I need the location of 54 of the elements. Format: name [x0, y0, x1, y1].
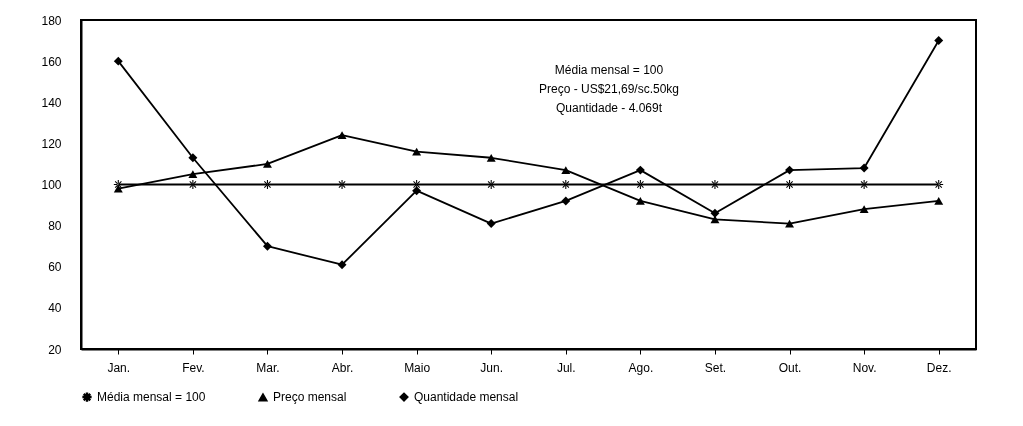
y-tick-label: 100 — [41, 178, 62, 192]
point — [337, 131, 347, 140]
annotation: Quantidade - 4.069t — [555, 101, 663, 115]
y-tick-label: 180 — [41, 13, 62, 28]
point — [337, 180, 347, 189]
point — [486, 153, 496, 162]
x-tick-label: Maio — [404, 360, 431, 375]
point — [561, 196, 571, 206]
x-tick-label: Jan. — [107, 360, 131, 375]
annotation: Preço - US$21,69/sc.50kg — [538, 82, 680, 96]
point — [635, 197, 645, 205]
point — [561, 180, 571, 189]
point — [113, 56, 123, 66]
point — [188, 180, 198, 189]
x-tick-label: Mar. — [256, 360, 280, 375]
legend-label: Preço mensal — [273, 390, 347, 405]
annotation: Média mensal = 100 — [554, 63, 664, 77]
point — [710, 208, 720, 218]
point — [785, 165, 795, 175]
x-tick-label: Jun. — [480, 360, 504, 375]
y-tick-label: 20 — [48, 342, 62, 357]
y-tick-label: 120 — [41, 136, 62, 151]
x-tick-label: Ago. — [628, 360, 654, 375]
point — [262, 241, 272, 251]
point — [859, 163, 869, 173]
x-tick-label: Jul. — [556, 360, 576, 375]
point — [337, 260, 347, 270]
point — [561, 166, 571, 174]
point — [486, 219, 496, 229]
point — [486, 180, 496, 189]
y-tick-label: 140 — [41, 95, 62, 110]
y-tick-label: 60 — [48, 260, 62, 275]
point — [188, 153, 198, 163]
x-tick-label: Set. — [704, 360, 727, 375]
y-tick-label: 80 — [48, 219, 62, 234]
x-tick-label: Dez. — [926, 360, 952, 375]
y-tick-label: 40 — [48, 301, 62, 316]
legend-label: Média mensal = 100 — [97, 390, 206, 405]
x-tick-label: Out. — [778, 360, 802, 375]
point — [934, 36, 944, 46]
x-tick-label: Abr. — [331, 360, 354, 375]
legend-label: Quantidade mensal — [414, 390, 519, 405]
x-tick-label: Fev. — [182, 360, 205, 375]
point — [710, 180, 720, 189]
point — [188, 170, 198, 179]
point — [859, 180, 869, 189]
point — [934, 197, 944, 205]
point — [262, 160, 272, 168]
point — [412, 186, 422, 196]
point — [635, 165, 645, 175]
x-tick-label: Nov. — [852, 360, 877, 375]
point — [859, 205, 869, 214]
point — [934, 180, 944, 189]
y-tick-label: 160 — [41, 54, 62, 69]
